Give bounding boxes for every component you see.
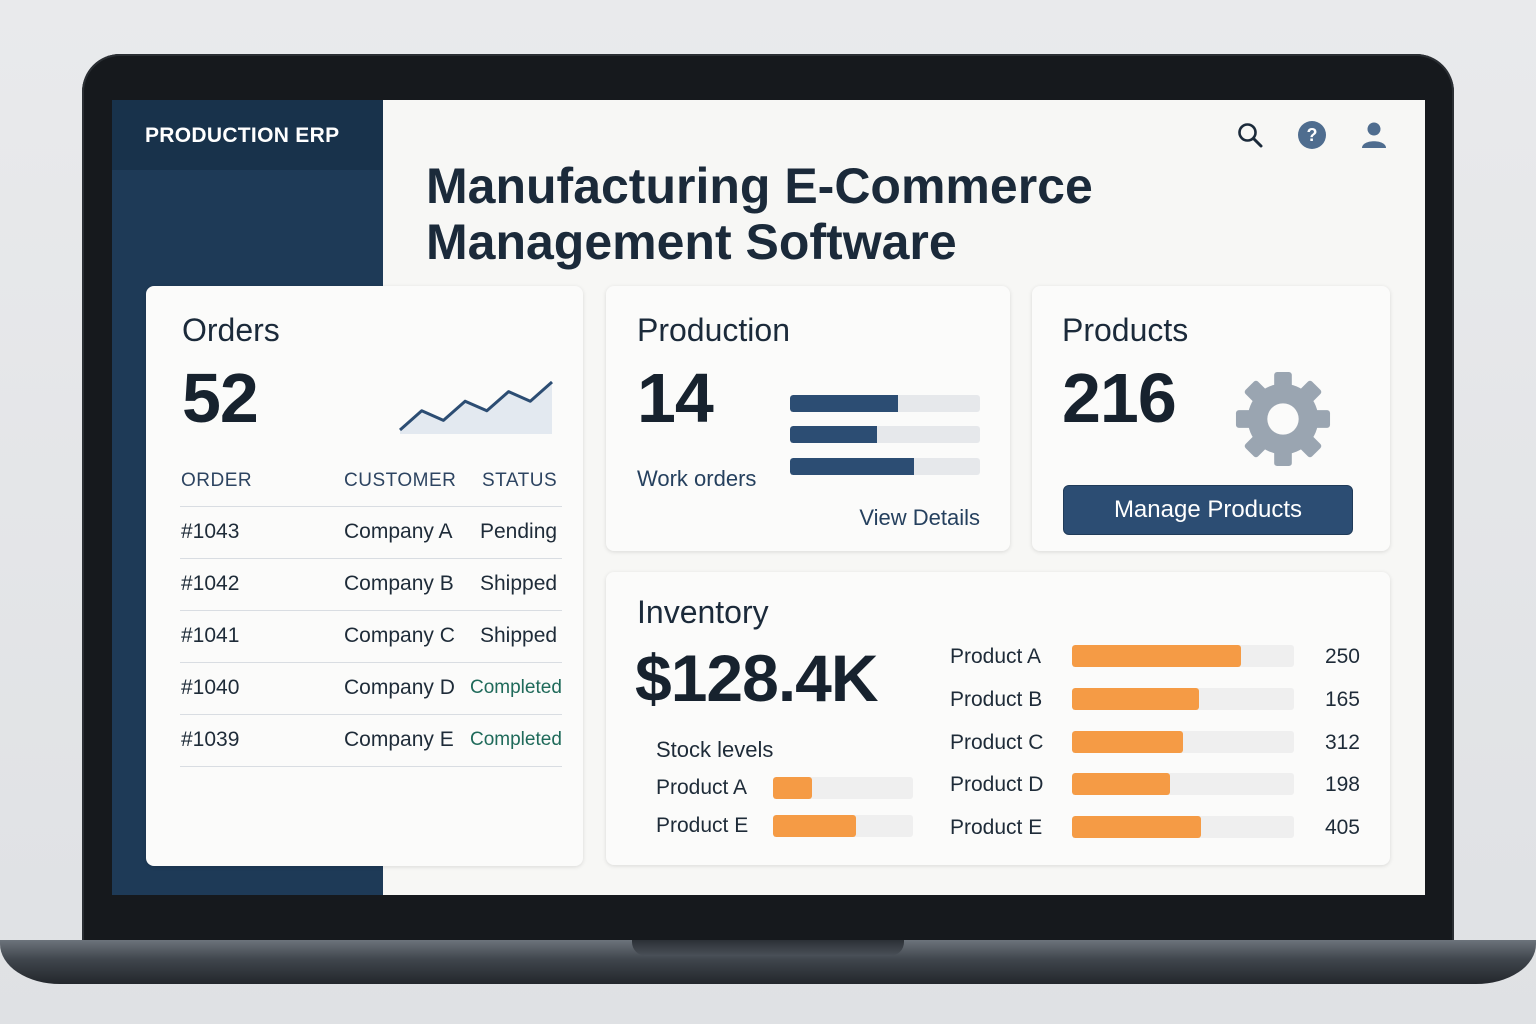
sparkline-area xyxy=(400,382,552,434)
inventory-product-row[interactable]: Product C 312 xyxy=(950,729,1360,759)
work-orders-label: Work orders xyxy=(637,466,757,491)
column-header-customer[interactable]: CUSTOMER xyxy=(344,470,457,491)
inventory-product-value: 405 xyxy=(1324,816,1360,839)
stock-level-row: Product E xyxy=(656,812,916,842)
order-customer: Company B xyxy=(344,572,454,595)
stock-levels-label: Stock levels xyxy=(656,737,774,762)
stock-level-fill xyxy=(773,815,856,837)
stock-level-bar xyxy=(773,777,913,799)
help-icon[interactable]: ? xyxy=(1297,120,1327,150)
order-customer: Company A xyxy=(344,520,453,543)
inventory-bar-fill xyxy=(1072,816,1201,838)
manage-products-button[interactable]: Manage Products xyxy=(1063,485,1353,535)
stock-product-label: Product A xyxy=(656,776,748,799)
order-id: #1040 xyxy=(181,676,240,699)
order-id: #1039 xyxy=(181,728,240,751)
table-row[interactable]: #1043 Company A Pending xyxy=(180,506,562,558)
inventory-bar xyxy=(1072,773,1294,795)
inventory-title: Inventory xyxy=(637,594,769,630)
production-progress-bar xyxy=(790,458,980,475)
products-count: 216 xyxy=(1062,359,1177,437)
inventory-product-value: 312 xyxy=(1324,731,1360,754)
table-row[interactable]: #1042 Company B Shipped xyxy=(180,558,562,610)
brand-logo-text[interactable]: PRODUCTION ERP xyxy=(145,124,340,147)
sparkline-line xyxy=(399,380,553,432)
column-header-order[interactable]: ORDER xyxy=(181,470,253,491)
order-customer: Company D xyxy=(344,676,455,699)
production-progress-bar xyxy=(790,426,980,443)
inventory-product-label: Product B xyxy=(950,688,1043,711)
order-status: Shipped xyxy=(480,572,558,595)
inventory-product-value: 165 xyxy=(1324,688,1360,711)
orders-title: Orders xyxy=(182,312,280,348)
table-row[interactable]: #1040 Company D Completed xyxy=(180,662,562,714)
orders-sparkline xyxy=(399,380,553,434)
search-icon[interactable] xyxy=(1235,120,1265,150)
app-screen: PRODUCTION ERP ? Manufacturing E-Commerc… xyxy=(112,100,1425,895)
order-customer: Company C xyxy=(344,624,455,647)
inventory-bar-fill xyxy=(1072,731,1183,753)
inventory-product-row[interactable]: Product B 165 xyxy=(950,686,1360,716)
inventory-product-row[interactable]: Product E 405 xyxy=(950,814,1360,844)
stock-level-bar xyxy=(773,815,913,837)
stock-level-fill xyxy=(773,777,813,799)
svg-text:?: ? xyxy=(1307,125,1318,145)
table-row[interactable]: #1041 Company C Shipped xyxy=(180,610,562,662)
orders-count: 52 xyxy=(182,359,259,437)
page-title: Manufacturing E-Commerce Management Soft… xyxy=(426,158,1093,270)
inventory-value: $128.4K xyxy=(635,641,879,715)
gear-icon xyxy=(1235,371,1331,467)
order-id: #1041 xyxy=(181,624,240,647)
table-divider xyxy=(180,766,562,767)
order-customer: Company E xyxy=(344,728,454,751)
production-card: Production 14 Work orders View Details xyxy=(606,286,1010,551)
view-details-link[interactable]: View Details xyxy=(859,505,980,530)
header-toolbar: ? xyxy=(1235,120,1389,150)
table-row[interactable]: #1039 Company E Completed xyxy=(180,714,562,766)
production-count: 14 xyxy=(637,359,714,437)
products-card: Products 216 Manage Products xyxy=(1032,286,1390,551)
inventory-product-label: Product A xyxy=(950,645,1042,668)
production-progress-bar xyxy=(790,395,980,412)
inventory-product-value: 198 xyxy=(1324,773,1360,796)
orders-card: Orders 52 ORDER CUSTOMER STATUS #1043 Co… xyxy=(146,286,583,866)
laptop-notch xyxy=(632,940,904,956)
order-status: Shipped xyxy=(480,624,558,647)
inventory-product-value: 250 xyxy=(1324,645,1360,668)
order-id: #1043 xyxy=(181,520,240,543)
inventory-product-label: Product E xyxy=(950,816,1043,839)
inventory-product-row[interactable]: Product A 250 xyxy=(950,643,1360,673)
inventory-bar-fill xyxy=(1072,773,1170,795)
inventory-product-label: Product C xyxy=(950,731,1044,754)
sidebar-header: PRODUCTION ERP xyxy=(112,100,383,170)
order-status: Completed xyxy=(470,729,562,750)
stock-product-label: Product E xyxy=(656,814,749,837)
inventory-product-row[interactable]: Product D 198 xyxy=(950,771,1360,801)
products-title: Products xyxy=(1062,312,1189,348)
inventory-card: Inventory $128.4K Stock levels Product A… xyxy=(606,572,1390,865)
inventory-bar-fill xyxy=(1072,645,1241,667)
column-header-status[interactable]: STATUS xyxy=(482,470,558,491)
inventory-bar-fill xyxy=(1072,688,1199,710)
stock-level-row: Product A xyxy=(656,774,916,804)
production-title: Production xyxy=(637,312,790,348)
inventory-bar xyxy=(1072,688,1294,710)
inventory-bar xyxy=(1072,816,1294,838)
order-status: Completed xyxy=(470,677,562,698)
progress-fill xyxy=(790,458,914,475)
progress-fill xyxy=(790,395,899,412)
order-id: #1042 xyxy=(181,572,240,595)
progress-fill xyxy=(790,426,878,443)
inventory-bar xyxy=(1072,731,1294,753)
user-icon[interactable] xyxy=(1359,120,1389,150)
inventory-product-label: Product D xyxy=(950,773,1044,796)
inventory-bar xyxy=(1072,645,1294,667)
order-status: Pending xyxy=(480,520,558,543)
